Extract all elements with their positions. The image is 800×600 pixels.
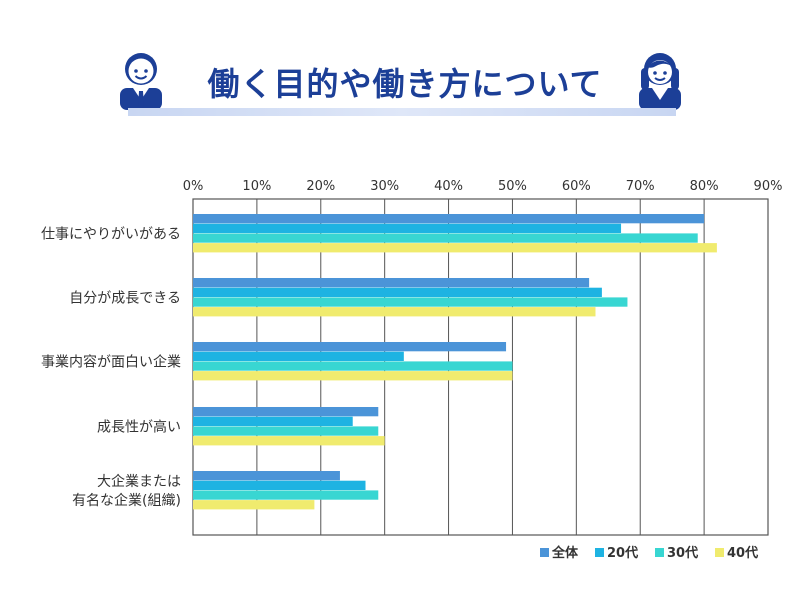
x-tick-label: 30% bbox=[370, 179, 399, 194]
bar bbox=[193, 243, 717, 253]
x-tick-label: 0% bbox=[183, 179, 204, 194]
legend-swatch bbox=[715, 548, 724, 557]
category-label: 大企業または bbox=[97, 473, 181, 490]
legend-swatch bbox=[540, 548, 549, 557]
bar bbox=[193, 371, 513, 381]
x-tick-label: 20% bbox=[306, 179, 335, 194]
x-tick-label: 70% bbox=[626, 179, 655, 194]
bar bbox=[193, 351, 404, 361]
category-label: 有名な企業(組織) bbox=[72, 492, 181, 509]
bar bbox=[193, 426, 379, 436]
bar bbox=[193, 436, 385, 446]
bar bbox=[193, 407, 379, 417]
bar bbox=[193, 342, 507, 352]
header: 働く目的や働き方について bbox=[0, 0, 800, 130]
bar bbox=[193, 297, 628, 307]
x-tick-label: 50% bbox=[498, 179, 527, 194]
x-tick-label: 10% bbox=[242, 179, 271, 194]
legend-label: 20代 bbox=[607, 545, 638, 561]
bars-layer bbox=[193, 214, 717, 510]
bar bbox=[193, 490, 379, 500]
businessman-avatar-icon bbox=[120, 53, 162, 110]
businesswoman-avatar-icon bbox=[639, 53, 681, 110]
page-title: 働く目的や働き方について bbox=[207, 65, 603, 103]
bar bbox=[193, 471, 340, 481]
bar bbox=[193, 500, 315, 510]
category-label: 仕事にやりがいがある bbox=[41, 226, 181, 242]
x-tick-label: 80% bbox=[690, 179, 719, 194]
bar bbox=[193, 307, 596, 317]
legend: 全体 20代 30代 40代 bbox=[540, 545, 758, 561]
x-tick-label: 40% bbox=[434, 179, 463, 194]
bar bbox=[193, 361, 513, 371]
legend-swatch bbox=[655, 548, 664, 557]
x-tick-label: 60% bbox=[562, 179, 591, 194]
legend-swatch bbox=[595, 548, 604, 557]
bar bbox=[193, 278, 590, 288]
legend-label: 全体 bbox=[551, 545, 579, 561]
bar bbox=[193, 214, 705, 224]
labels-layer: 0% 10% 20% 30% 40% 50% 60% 70% 80% 90% 仕事にやりがいがある自… bbox=[41, 179, 782, 509]
bar bbox=[193, 480, 366, 490]
category-label: 成長性が高い bbox=[97, 418, 181, 435]
legend-label: 40代 bbox=[727, 545, 758, 561]
bar bbox=[193, 223, 622, 233]
bar bbox=[193, 416, 353, 426]
category-label: 自分が成長できる bbox=[69, 290, 181, 306]
x-tick-label: 90% bbox=[754, 179, 783, 194]
title-underline bbox=[128, 108, 676, 116]
bar bbox=[193, 233, 698, 243]
bar bbox=[193, 287, 602, 297]
grid-layer bbox=[192, 198, 769, 536]
legend-label: 30代 bbox=[667, 545, 698, 561]
category-label: 事業内容が面白い企業 bbox=[41, 353, 181, 370]
